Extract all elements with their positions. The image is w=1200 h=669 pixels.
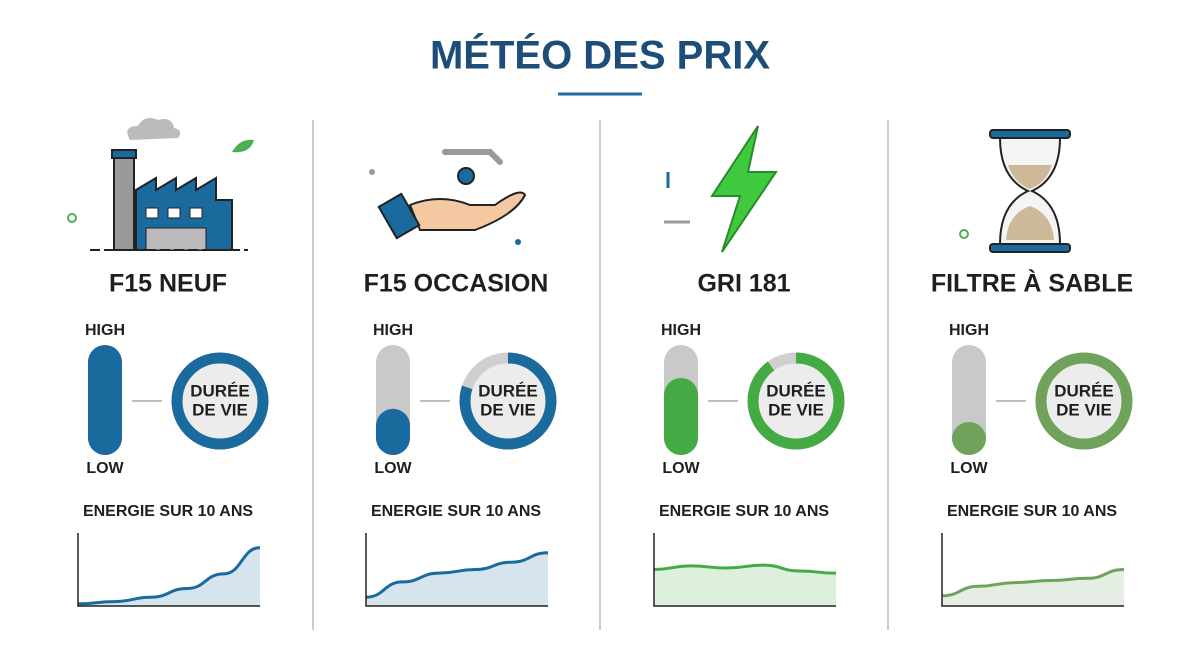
energy-line xyxy=(941,568,1125,598)
energy-label: ENERGIE SUR 10 ANS xyxy=(83,503,253,520)
energy-area xyxy=(654,565,836,606)
energy-area xyxy=(78,547,260,606)
high-label: HIGH xyxy=(661,322,701,339)
gauge-fill xyxy=(88,345,122,455)
energy-axes xyxy=(365,533,548,607)
energy-label: ENERGIE SUR 10 ANS xyxy=(371,503,541,520)
ring-label: DE VIE xyxy=(192,400,248,419)
energy-line xyxy=(77,546,261,606)
low-label: LOW xyxy=(950,460,988,477)
column-name: F15 OCCASION xyxy=(364,270,549,298)
ring-label: DURÉE xyxy=(478,381,538,400)
ring-label: DE VIE xyxy=(768,400,824,419)
ring-label: DURÉE xyxy=(1054,381,1114,400)
separators xyxy=(312,120,889,630)
gauge-fill xyxy=(376,408,410,455)
hand-icon xyxy=(369,149,527,245)
energy-axes xyxy=(941,533,1124,607)
low-label: LOW xyxy=(374,460,412,477)
column-name: GRI 181 xyxy=(697,270,790,298)
column-name: F15 NEUF xyxy=(109,270,227,298)
energy-line xyxy=(653,563,837,575)
energy-area xyxy=(366,552,548,606)
energy-axes xyxy=(653,533,836,607)
ring-fill xyxy=(1035,352,1133,450)
ring-fill xyxy=(459,352,557,450)
energy-axes xyxy=(77,533,260,607)
low-label: LOW xyxy=(86,460,124,477)
title: MÉTÉO DES PRIX xyxy=(430,33,770,78)
energy-label: ENERGIE SUR 10 ANS xyxy=(659,503,829,520)
low-label: LOW xyxy=(662,460,700,477)
high-label: HIGH xyxy=(373,322,413,339)
column-name: FILTRE À SABLE xyxy=(931,269,1133,298)
hourglass-icon xyxy=(959,129,1071,253)
factory-icon xyxy=(67,118,254,251)
energy-label: ENERGIE SUR 10 ANS xyxy=(947,503,1117,520)
ring-label: DURÉE xyxy=(766,381,826,400)
lightning-icon xyxy=(664,125,778,253)
ring-fill xyxy=(747,352,845,450)
high-label: HIGH xyxy=(949,322,989,339)
ring-label: DE VIE xyxy=(480,400,536,419)
ring-fill xyxy=(171,352,269,450)
gauge-fill xyxy=(664,378,698,455)
gauge-fill xyxy=(952,422,986,455)
ring-label: DURÉE xyxy=(190,381,250,400)
energy-line xyxy=(365,551,549,599)
ring-label: DE VIE xyxy=(1056,400,1112,419)
high-label: HIGH xyxy=(85,322,125,339)
